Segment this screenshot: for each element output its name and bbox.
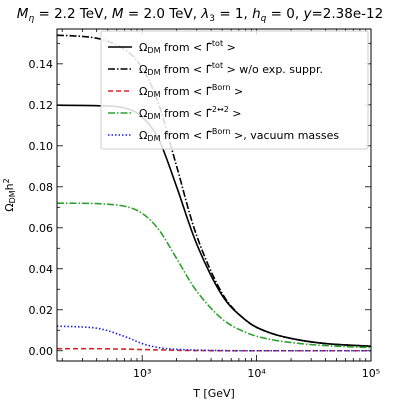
y-tick-label: 0.02 — [29, 304, 54, 317]
x-axis-label: T [GeV] — [192, 387, 235, 400]
series-2to2-line — [57, 202, 371, 349]
y-tick-label: 0.10 — [29, 140, 54, 153]
y-axis-label: ΩDMh2 — [2, 178, 17, 212]
series-born-line — [57, 347, 371, 352]
axes-ticks: 10³ 10⁴ 10⁵ 0.00 0.02 0.04 0.06 0.08 0.10 0.12 0.1… — [29, 29, 380, 380]
x-tick-label: 10³ — [133, 367, 151, 380]
plot-frame — [56, 28, 372, 362]
chart-title: Mη = 2.2 TeV, M = 2.0 TeV, λ3 = 1, hq = … — [17, 6, 383, 24]
legend-label-total-noexp: ΩDM from < Γ̂tot > w/o exp. suppr. — [139, 61, 323, 77]
series-vacuum-line — [57, 325, 371, 352]
legend-label-vacuum: ΩDM from < Γ̂Born >, vacuum masses — [139, 127, 339, 143]
y-tick-label: 0.14 — [29, 58, 54, 71]
y-tick-label: 0.06 — [29, 222, 54, 235]
y-tick-label: 0.04 — [29, 263, 54, 276]
legend: ΩDM from < Γ̂tot > ΩDM from < Γ̂tot > w/… — [100, 30, 369, 150]
legend-label-total: ΩDM from < Γ̂tot > — [139, 39, 236, 55]
y-tick-label: 0.00 — [29, 345, 54, 358]
series-total-noexp-line — [57, 34, 371, 348]
x-tick-label: 10⁴ — [247, 367, 266, 380]
y-tick-label: 0.08 — [29, 181, 54, 194]
legend-box — [100, 30, 369, 150]
y-tick-label: 0.12 — [29, 99, 54, 112]
x-tick-label: 10⁵ — [362, 367, 380, 380]
